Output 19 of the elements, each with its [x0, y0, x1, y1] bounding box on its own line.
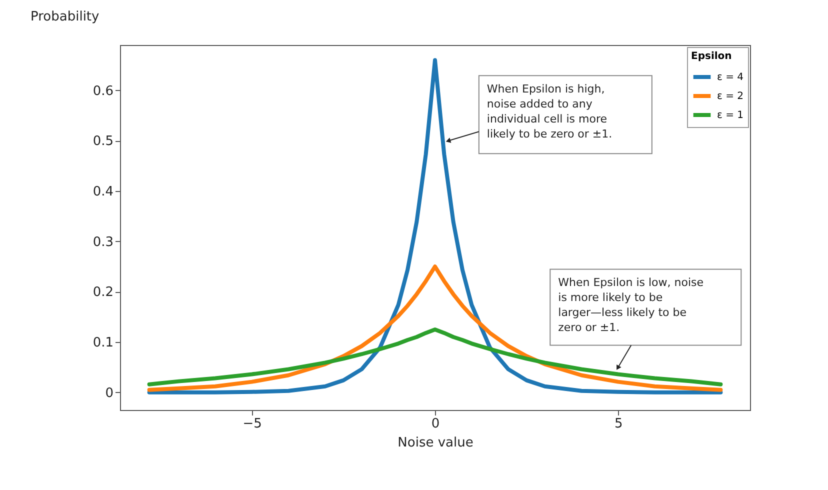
annotation: When Epsilon is low, noise is more likely to be larger—less likely to be zero or ±1.: [558, 276, 704, 334]
y-tick-label: 0.4: [92, 184, 114, 200]
y-axis-title: Probability: [30, 10, 100, 24]
legend-label: ε = 2: [717, 91, 744, 102]
y-tick-label: 0.1: [92, 336, 114, 351]
legend-label: ε = 4: [717, 72, 744, 83]
legend-label: ε = 1: [717, 110, 744, 121]
x-tick-label: −5: [242, 416, 262, 432]
x-tick-label: 0: [431, 416, 440, 432]
annotation: When Epsilon is high, noise added to any individual cell is more likely to be zero or ±1.: [486, 82, 612, 141]
legend-title: Epsilon: [691, 51, 732, 62]
y-tick-label: 0.3: [92, 234, 114, 250]
y-tick-label: 0: [105, 386, 114, 401]
y-tick-label: 0.6: [92, 84, 114, 99]
line-series: [147, 264, 723, 392]
x-axis-title: Noise value: [398, 436, 474, 450]
y-tick-label: 0.2: [92, 285, 114, 300]
x-tick-label: 5: [614, 416, 623, 432]
y-tick-label: 0.5: [92, 134, 114, 150]
